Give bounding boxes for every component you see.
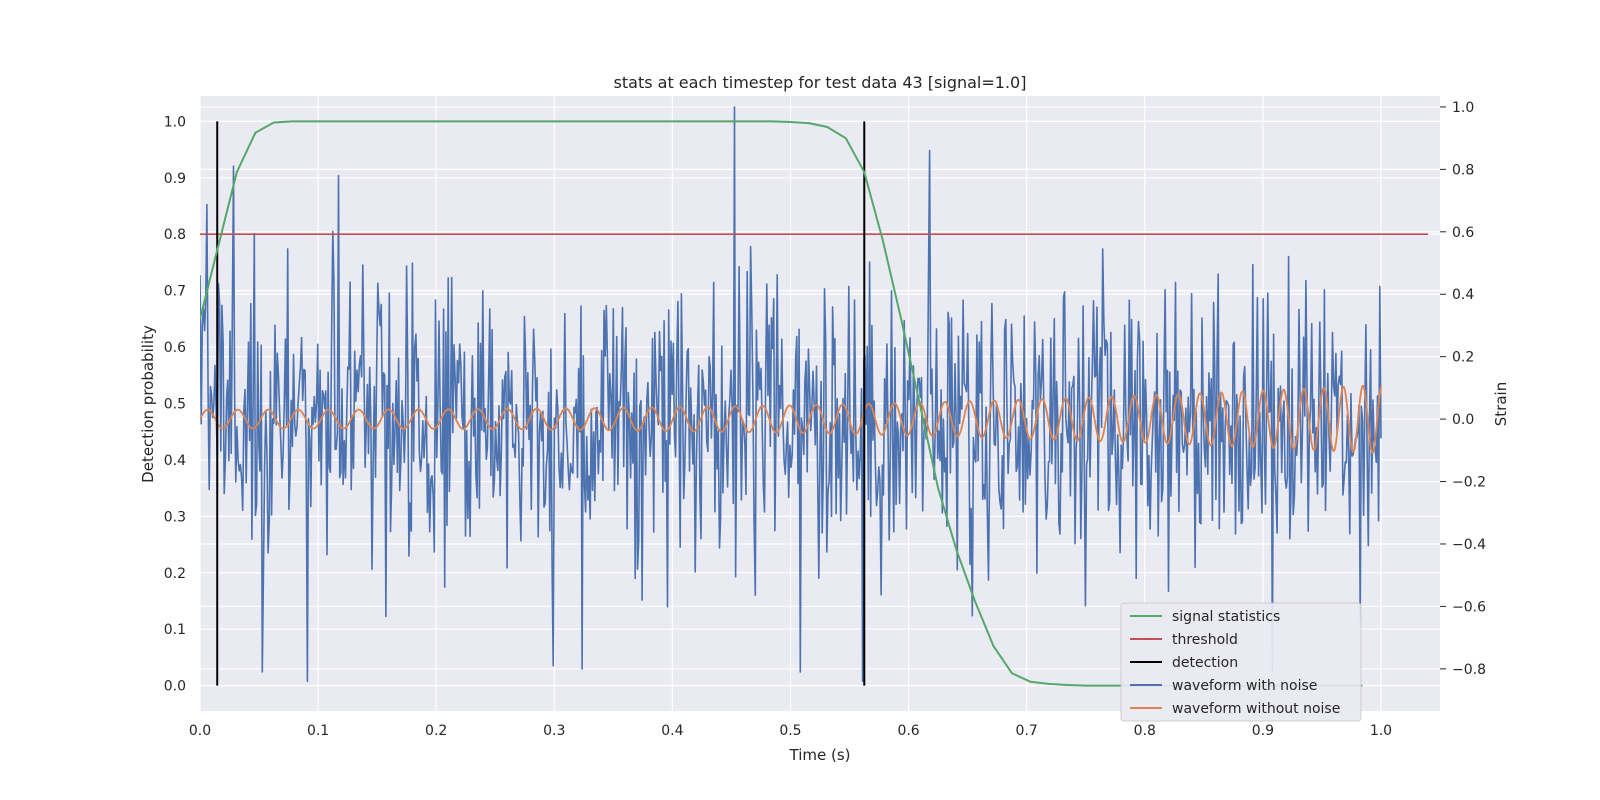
x-tick-label-7: 0.7	[1016, 723, 1038, 739]
y-tick-labels: 0.0 0.1 0.2 0.3 0.4 0.5 0.6 0.7 0.8 0.9 1.0	[164, 114, 186, 694]
y2-tick-label-9: 1.0	[1452, 100, 1474, 116]
legend-label-threshold: threshold	[1172, 632, 1238, 648]
y2-tick-label-2: −0.4	[1452, 537, 1486, 553]
y-tick-label-5: 0.5	[164, 397, 186, 413]
y-tick-label-0: 0.0	[164, 679, 186, 695]
x-tick-label-0: 0.0	[189, 723, 211, 739]
x-tick-label-4: 0.4	[661, 723, 683, 739]
legend-box	[1120, 602, 1362, 722]
x-axis-label: Time (s)	[789, 746, 851, 764]
legend-label-waveform-without-noise: waveform without noise	[1172, 701, 1340, 717]
legend: signal statistics threshold detection wa…	[1120, 602, 1362, 722]
y-tick-label-8: 0.8	[164, 227, 186, 243]
series-waveform-with-noise	[200, 106, 1382, 683]
x-tick-label-2: 0.2	[425, 723, 447, 739]
x-tick-label-9: 0.9	[1252, 723, 1274, 739]
y2-tick-label-6: 0.4	[1452, 287, 1474, 303]
y-axis-label: Detection probability	[139, 325, 157, 483]
chart-title: stats at each timestep for test data 43 …	[614, 73, 1027, 92]
y2-tick-label-1: −0.6	[1452, 599, 1486, 615]
x-tick-labels: 0.0 0.1 0.2 0.3 0.4 0.5 0.6 0.7 0.8 0.9 1.0	[189, 723, 1392, 739]
y2-tick-label-4: 0.0	[1452, 412, 1474, 428]
y-tick-label-2: 0.2	[164, 566, 186, 582]
x-tick-label-5: 0.5	[779, 723, 801, 739]
x-tick-label-1: 0.1	[307, 723, 329, 739]
y-tick-label-6: 0.6	[164, 340, 186, 356]
y-tick-label-9: 0.9	[164, 171, 186, 187]
y2-tick-label-7: 0.6	[1452, 225, 1474, 241]
y2-tick-label-3: −0.2	[1452, 475, 1486, 491]
y2-tick-labels: −0.8 −0.6 −0.4 −0.2 0.0 0.2 0.4 0.6 0.8 1.0	[1440, 100, 1486, 678]
y2-axis-label: Strain	[1492, 382, 1510, 426]
x-tick-label-6: 0.6	[897, 723, 919, 739]
legend-label-signal-statistics: signal statistics	[1172, 609, 1280, 625]
legend-label-waveform-with-noise: waveform with noise	[1172, 678, 1317, 694]
y2-tick-label-5: 0.2	[1452, 350, 1474, 366]
y-tick-label-4: 0.4	[164, 453, 186, 469]
series-waveform-without-noise	[200, 384, 1382, 454]
x-tick-label-8: 0.8	[1134, 723, 1156, 739]
y-tick-label-10: 1.0	[164, 114, 186, 130]
y2-tick-label-0: −0.8	[1452, 662, 1486, 678]
x-tick-label-10: 1.0	[1370, 723, 1392, 739]
y-tick-label-1: 0.1	[164, 622, 186, 638]
legend-label-detection: detection	[1172, 655, 1238, 671]
y2-tick-label-8: 0.8	[1452, 162, 1474, 178]
y-tick-label-7: 0.7	[164, 284, 186, 300]
y-tick-label-3: 0.3	[164, 509, 186, 525]
x-tick-label-3: 0.3	[543, 723, 565, 739]
